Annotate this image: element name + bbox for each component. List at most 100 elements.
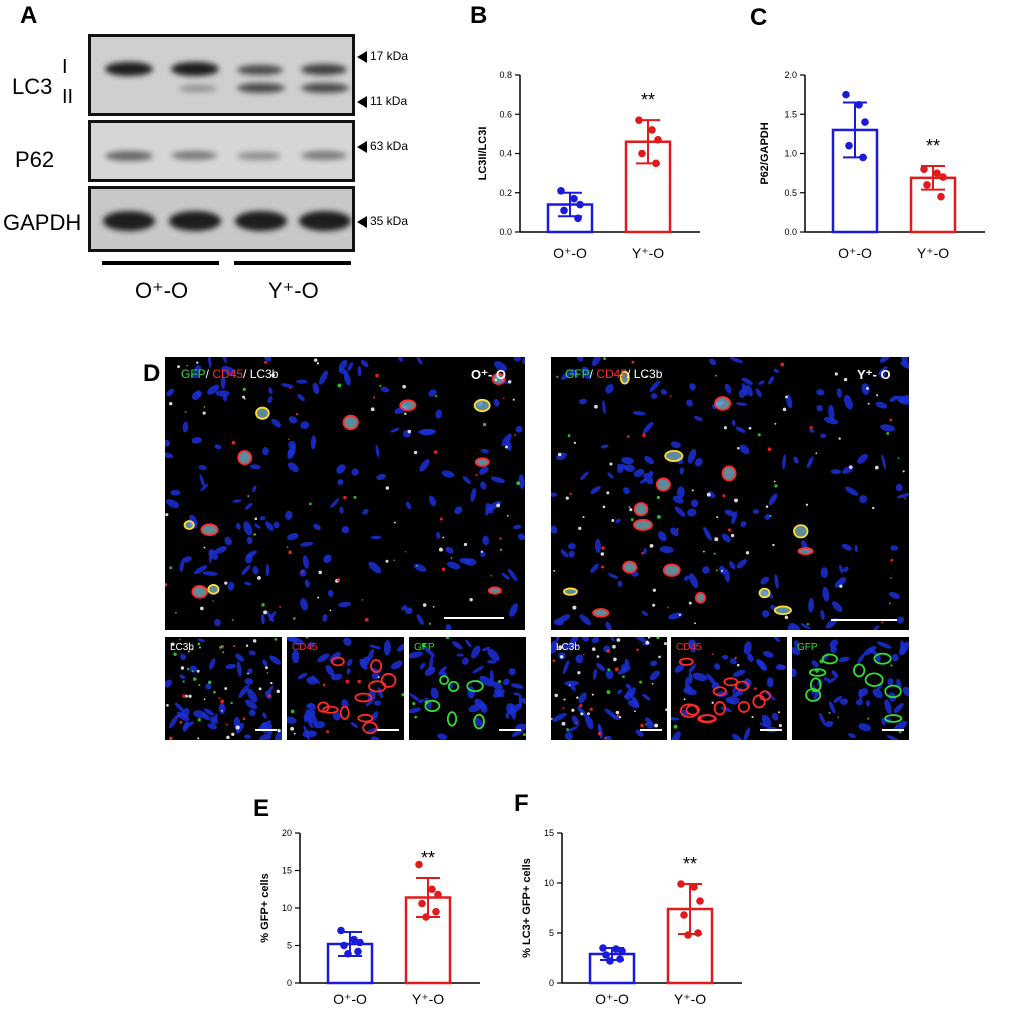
channel-label: CD45 — [292, 642, 318, 653]
nucleus — [857, 453, 868, 464]
labeled-cell — [439, 675, 450, 686]
blot-band — [237, 83, 285, 93]
blot-band — [237, 65, 283, 75]
speck — [575, 722, 578, 724]
speck — [220, 699, 225, 704]
speck — [494, 378, 498, 382]
panel-letter-d: D — [143, 360, 161, 387]
category-label: O⁺-O — [333, 991, 367, 1007]
labeled-cell — [873, 652, 892, 665]
speck — [569, 492, 573, 496]
nucleus — [564, 680, 580, 686]
speck — [774, 484, 778, 488]
scale-bar — [831, 619, 897, 621]
speck — [179, 720, 183, 724]
speck — [805, 503, 809, 506]
speck — [645, 640, 650, 645]
speck — [242, 395, 245, 399]
y-tick-label: 0.6 — [499, 109, 512, 119]
speck — [556, 375, 559, 378]
nucleus — [820, 567, 829, 578]
speck — [601, 546, 605, 550]
nucleus — [246, 536, 253, 545]
nucleus — [880, 424, 895, 432]
speck — [213, 690, 216, 694]
speck — [171, 642, 175, 646]
speck — [385, 486, 390, 490]
nucleus — [884, 699, 892, 714]
nucleus — [307, 641, 315, 649]
labeled-cell — [664, 449, 684, 462]
y-tick-label: 5 — [549, 928, 554, 938]
labeled-cell — [446, 711, 458, 727]
nucleus — [245, 502, 253, 510]
nucleus — [313, 523, 321, 531]
y-tick-label: 0.0 — [499, 227, 512, 237]
nucleus — [889, 591, 901, 599]
speck — [343, 495, 347, 500]
blot-band — [301, 83, 349, 93]
nucleus — [341, 699, 349, 709]
nucleus — [263, 357, 272, 362]
y-tick-label: 2.0 — [784, 70, 797, 80]
speck — [191, 648, 194, 651]
nucleus — [605, 621, 612, 630]
channel-legend: GFP/ CD45/ LC3b — [181, 367, 278, 381]
nucleus — [561, 643, 578, 650]
speck — [563, 698, 566, 701]
speck — [197, 737, 200, 740]
blot-band — [179, 85, 217, 92]
nucleus — [304, 579, 310, 588]
speck — [357, 679, 361, 684]
nucleus — [180, 654, 186, 661]
speck — [218, 697, 221, 700]
nucleus — [774, 573, 779, 589]
nucleus — [732, 733, 743, 740]
nucleus — [625, 683, 631, 690]
speck — [261, 603, 265, 607]
speck — [706, 492, 711, 497]
speck — [203, 546, 206, 549]
nucleus — [721, 533, 731, 543]
speck — [631, 360, 635, 364]
speck — [562, 707, 565, 710]
nucleus — [608, 573, 619, 579]
nucleus — [398, 357, 404, 362]
labeled-cell — [207, 584, 220, 595]
speck — [633, 710, 636, 713]
nucleus — [560, 549, 569, 558]
nucleus — [644, 717, 653, 725]
nucleus — [756, 658, 766, 671]
speck — [600, 552, 605, 556]
nucleus — [651, 393, 658, 400]
speck — [876, 394, 879, 397]
speck — [407, 429, 412, 434]
category-label: O⁺-O — [838, 245, 872, 261]
data-point — [654, 135, 662, 144]
nucleus — [633, 468, 645, 478]
nucleus — [418, 428, 434, 435]
speck — [737, 447, 740, 450]
speck — [586, 712, 590, 716]
blot-band — [171, 62, 219, 76]
nucleus — [360, 360, 369, 368]
labeled-cell — [721, 465, 737, 482]
speck — [277, 728, 281, 733]
speck — [361, 598, 364, 601]
panel-letter-a: A — [20, 2, 38, 29]
speck — [665, 708, 667, 712]
nucleus — [368, 561, 382, 574]
nucleus — [165, 439, 171, 447]
y-tick-label: 20 — [282, 828, 292, 838]
nucleus — [623, 487, 630, 495]
nucleus — [571, 715, 580, 726]
speck — [691, 489, 694, 492]
nucleus — [602, 735, 612, 740]
nucleus — [370, 736, 380, 740]
micrograph-young-lc3b: LC3b — [551, 637, 667, 740]
nucleus — [244, 699, 258, 710]
nucleus — [327, 589, 334, 597]
nucleus — [650, 660, 658, 667]
channel-legend: GFP/ CD45/ LC3b — [565, 367, 662, 381]
nucleus — [631, 696, 640, 709]
